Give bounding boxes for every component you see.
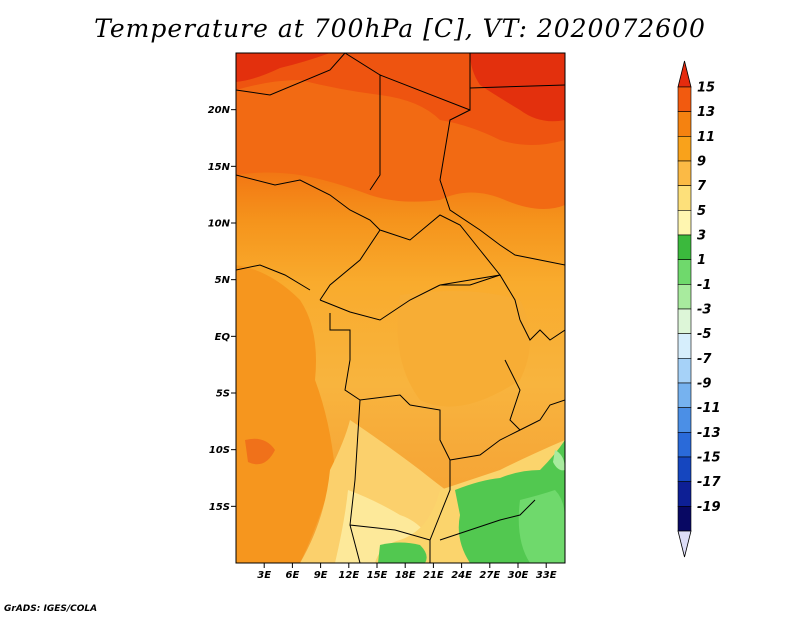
colorbar-top-arrow (677, 60, 692, 88)
colorbar-box (677, 456, 692, 482)
colorbar: 15 13 11 9 7 5 3 1 -1 -3 -5 -7 -9 -11 -13 -15 -17 -19 (677, 60, 721, 558)
lon-tick-label: 12E (338, 570, 359, 581)
map-frame (235, 52, 566, 564)
colorbar-box (677, 407, 692, 433)
lon-tick-label: 21E (423, 570, 444, 581)
colorbar-label: -9 (697, 377, 711, 392)
colorbar-box (677, 86, 692, 112)
colorbar-bottom-arrow (677, 530, 692, 558)
colorbar-box (677, 284, 692, 310)
field-band-minus1 (518, 490, 565, 563)
longitude-axis: 3E 6E 9E 12E 15E 18E 21E 24E 27E 30E 33E (257, 563, 557, 581)
colorbar-box (677, 210, 692, 236)
grads-credit: GrADS: IGES/COLA (4, 604, 98, 614)
colorbar-box (677, 432, 692, 458)
colorbar-label: -1 (697, 278, 711, 293)
colorbar-label: -15 (697, 451, 721, 466)
lat-tick-label: 5N (215, 275, 231, 286)
lat-tick-label: 15S (209, 502, 230, 513)
lat-tick-label: 15N (208, 162, 231, 173)
lon-tick-label: 6E (286, 570, 300, 581)
field-band-15-east (470, 53, 565, 122)
colorbar-box (677, 481, 692, 507)
lon-tick-label: 27E (479, 570, 500, 581)
latitude-axis: 20N 15N 10N 5N EQ 5S 10S 15S (208, 105, 236, 513)
colorbar-box (677, 259, 692, 285)
lat-tick-label: 10N (208, 219, 231, 230)
lon-tick-label: 24E (451, 570, 472, 581)
colorbar-label: 5 (697, 204, 706, 219)
colorbar-box (677, 358, 692, 384)
colorbar-label: -5 (697, 327, 711, 342)
colorbar-box (677, 506, 692, 532)
temperature-field (236, 53, 565, 563)
lon-tick-label: 9E (314, 570, 328, 581)
field-ocean-warm (245, 438, 275, 465)
colorbar-box (677, 234, 692, 260)
field-band-15-west (236, 53, 330, 82)
colorbar-label: 11 (697, 130, 715, 145)
lat-tick-label: 10S (209, 445, 230, 456)
colorbar-label: 15 (697, 81, 715, 96)
lon-tick-label: 15E (367, 570, 388, 581)
colorbar-label: -7 (697, 352, 712, 367)
lon-tick-label: 3E (257, 570, 271, 581)
colorbar-box (677, 333, 692, 359)
country-boundaries (236, 53, 565, 563)
colorbar-label: 7 (697, 179, 707, 194)
colorbar-label: 9 (697, 155, 706, 170)
colorbar-label: -3 (697, 303, 711, 318)
chart-title: Temperature at 700hPa [C], VT: 202007260… (94, 14, 706, 43)
lat-tick-label: EQ (215, 332, 231, 343)
colorbar-box (677, 160, 692, 186)
field-band-minus3 (553, 450, 565, 471)
colorbar-label: 13 (697, 105, 715, 120)
colorbar-box (677, 185, 692, 211)
colorbar-label: -13 (697, 426, 721, 441)
lon-tick-label: 18E (395, 570, 416, 581)
colorbar-box (677, 382, 692, 408)
colorbar-box (677, 111, 692, 137)
field-congo-basin (397, 291, 530, 407)
lon-tick-label: 30E (508, 570, 529, 581)
colorbar-box (677, 136, 692, 162)
colorbar-label: -17 (697, 475, 721, 490)
lat-tick-label: 20N (208, 105, 231, 116)
field-band-1-west (378, 542, 427, 563)
lon-tick-label: 33E (536, 570, 557, 581)
colorbar-box (677, 308, 692, 334)
lat-tick-label: 5S (216, 389, 230, 400)
colorbar-label: -19 (697, 500, 721, 515)
field-ocean (236, 265, 335, 563)
colorbar-label: 1 (697, 253, 706, 268)
colorbar-label: 3 (697, 229, 706, 244)
colorbar-label: -11 (697, 401, 721, 416)
